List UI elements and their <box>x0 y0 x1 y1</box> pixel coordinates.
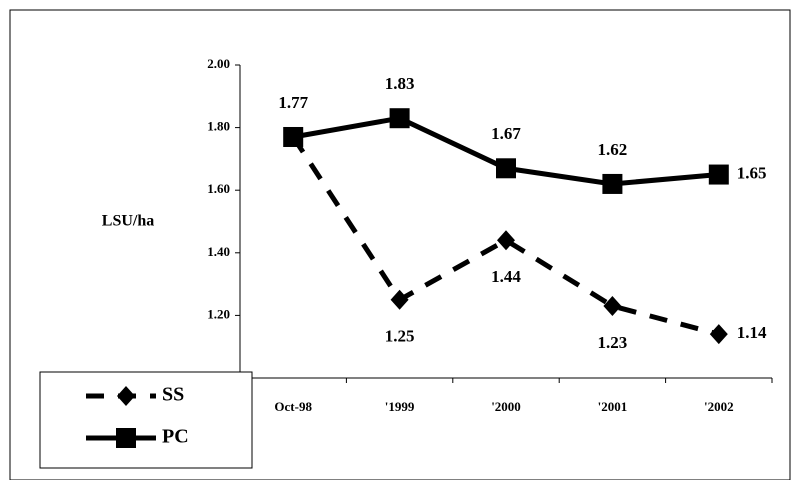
data-label: 1.25 <box>385 327 415 346</box>
legend-marker <box>116 428 136 448</box>
series-line <box>291 135 720 337</box>
legend-marker <box>117 386 135 406</box>
point <box>497 230 515 251</box>
y-tick-label: 1.40 <box>207 244 230 259</box>
y-tick-label: 1.80 <box>207 119 230 134</box>
y-tick-label: 1.20 <box>207 306 230 321</box>
data-label: 1.23 <box>598 333 628 352</box>
data-label: 1.77 <box>278 93 308 112</box>
point <box>390 289 409 310</box>
x-tick-label: '2001 <box>598 399 628 414</box>
data-label: 1.14 <box>737 323 767 342</box>
data-label: 1.83 <box>385 74 415 93</box>
point <box>709 324 728 345</box>
x-tick-label: '2000 <box>491 399 521 414</box>
x-tick-label: '1999 <box>385 399 415 414</box>
legend-label: SS <box>162 384 184 406</box>
data-label: 1.65 <box>737 163 767 182</box>
point <box>603 296 622 317</box>
point <box>708 164 729 185</box>
legend-label: PC <box>162 426 189 448</box>
data-label: 1.62 <box>598 140 628 159</box>
point <box>602 173 623 194</box>
point <box>284 126 303 147</box>
legend-box <box>39 371 253 469</box>
point <box>496 158 516 179</box>
y-axis-label: LSU/ha <box>102 213 154 230</box>
data-label: 1.44 <box>491 267 521 286</box>
data-label: 1.67 <box>491 124 521 143</box>
y-tick-label: 2.00 <box>207 56 230 71</box>
y-tick-label: 1.60 <box>207 181 230 196</box>
x-tick-label: Oct-98 <box>274 399 312 414</box>
point <box>389 108 410 129</box>
x-tick-label: '2002 <box>704 399 734 414</box>
